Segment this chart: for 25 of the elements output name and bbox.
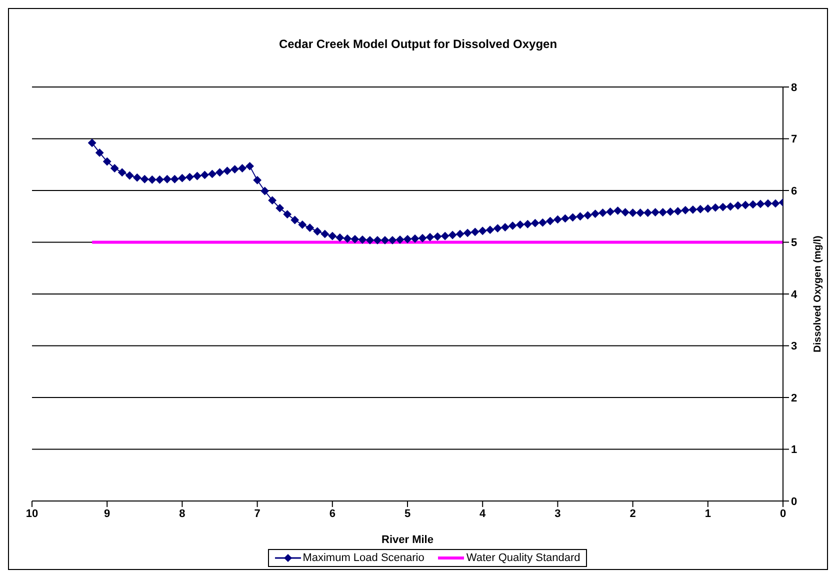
- chart-title: Cedar Creek Model Output for Dissolved Oxygen: [278, 36, 558, 53]
- x-axis-title: River Mile: [382, 534, 434, 546]
- y-tick-label: 4: [791, 288, 798, 301]
- x-tick-label: 6: [329, 508, 336, 520]
- x-tick-label: 7: [254, 508, 260, 520]
- x-tick-label: 0: [780, 508, 786, 520]
- x-tick-label: 1: [704, 508, 711, 520]
- x-tick-label: 3: [554, 508, 561, 520]
- y-tick-label: 3: [791, 340, 798, 353]
- y-axis-title: Dissolved Oxygen (mg/l): [812, 236, 824, 352]
- y-tick-label: 6: [791, 185, 798, 198]
- x-tick-label: 2: [630, 508, 636, 520]
- legend-label: Water Quality Standard: [466, 552, 580, 564]
- y-tick-label: 2: [791, 392, 798, 404]
- x-tick-label: 5: [404, 508, 411, 520]
- x-tick-label: 8: [179, 508, 186, 520]
- y-tick-label: 8: [791, 82, 798, 94]
- y-tick-label: 7: [791, 134, 798, 146]
- x-tick-label: 4: [480, 508, 487, 520]
- legend-label: Maximum Load Scenario: [302, 552, 424, 564]
- y-tick-label: 5: [791, 237, 798, 250]
- y-tick-label: 0: [791, 496, 798, 508]
- x-tick-label: 10: [26, 508, 38, 520]
- x-tick-label: 9: [104, 508, 110, 520]
- y-tick-label: 1: [791, 444, 798, 456]
